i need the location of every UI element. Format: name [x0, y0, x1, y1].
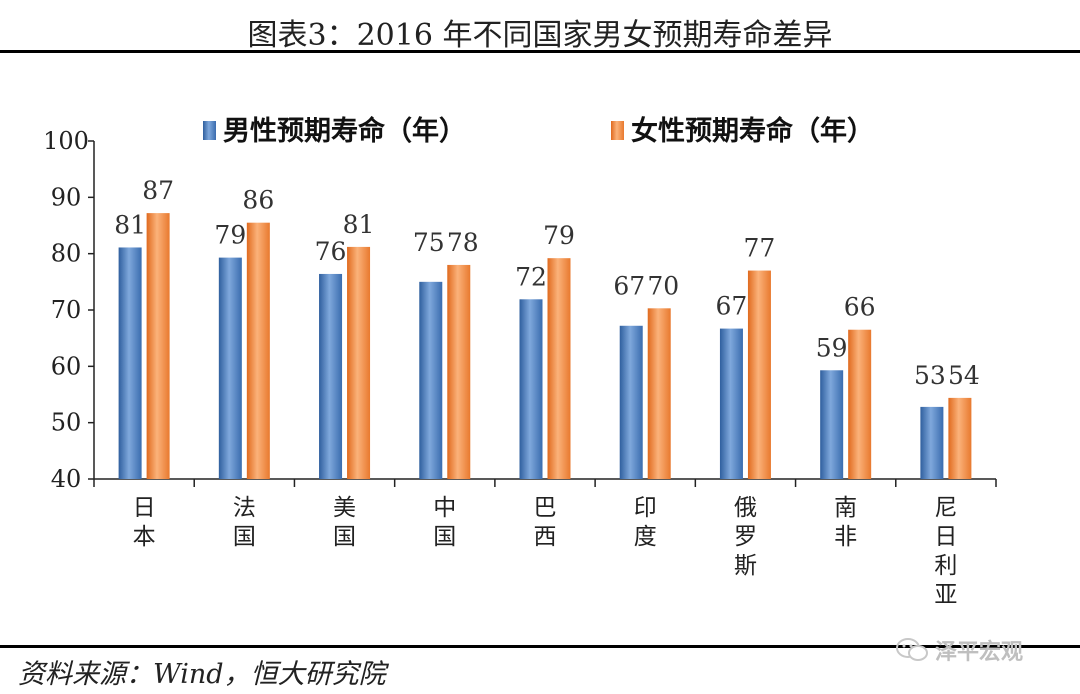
y-tick-label: 80	[51, 240, 82, 268]
watermark: 泽平宏观	[895, 634, 1023, 666]
data-label-male: 79	[214, 221, 246, 250]
bottom-rule	[0, 645, 1080, 648]
data-label-male: 67	[716, 292, 748, 321]
data-label-female: 87	[142, 176, 174, 205]
x-category-label: 俄罗斯	[734, 495, 757, 579]
legend-male-swatch	[203, 121, 216, 140]
x-category-label: 日本	[133, 495, 156, 550]
bar-male	[419, 281, 443, 479]
bar-female	[146, 213, 170, 479]
bar-female	[547, 258, 571, 479]
data-label-female: 66	[844, 293, 876, 322]
data-label-female: 54	[948, 361, 980, 390]
y-tick-label: 70	[51, 296, 82, 324]
data-label-female: 77	[744, 234, 776, 263]
bar-male	[719, 328, 743, 479]
y-tick-label: 100	[43, 127, 89, 155]
legend-male-label: 男性预期寿命（年）	[223, 115, 466, 147]
legend-female-label: 女性预期寿命（年）	[631, 115, 874, 147]
bar-male	[820, 370, 844, 479]
x-category-label: 法国	[233, 495, 256, 550]
bar-female	[948, 397, 972, 479]
y-tick-label: 40	[51, 465, 82, 493]
bar-female	[447, 264, 471, 479]
data-label-male: 53	[914, 361, 946, 390]
bar-female	[747, 270, 771, 479]
top-rule	[0, 50, 1080, 53]
bars	[118, 213, 972, 479]
y-tick-label: 60	[51, 352, 82, 380]
data-label-female: 86	[242, 186, 274, 215]
data-label-female: 78	[447, 228, 479, 257]
x-category-label: 印度	[634, 495, 657, 550]
data-label-male: 67	[613, 271, 645, 300]
bar-male	[519, 299, 543, 479]
y-tick-label: 50	[51, 409, 82, 437]
bar-male	[319, 273, 343, 479]
source-note: 资料来源：Wind，恒大研究院	[18, 659, 386, 690]
data-label-male: 81	[114, 210, 146, 239]
y-tick-label: 90	[51, 183, 82, 211]
x-category-label: 中国	[433, 495, 456, 550]
bar-female	[347, 246, 371, 479]
bar-female	[246, 222, 270, 479]
data-label-female: 79	[543, 221, 575, 250]
bar-male	[218, 257, 242, 479]
data-label-male: 76	[315, 237, 347, 266]
bar-male	[920, 406, 944, 479]
legend: 男性预期寿命（年） 女性预期寿命（年）	[203, 115, 874, 147]
data-label-female: 81	[343, 210, 375, 239]
x-category-label: 南非	[834, 495, 857, 550]
data-label-male: 72	[515, 262, 547, 291]
x-category-label: 美国	[333, 495, 356, 550]
axes: 40 50 60 70 80 90 100 日本 法国 美国 中国 巴西 印度 俄罗斯 南非 尼日利亚	[43, 127, 997, 608]
data-label-male: 75	[413, 228, 445, 257]
data-label-male: 59	[816, 333, 848, 362]
x-category-label: 尼日利亚	[934, 495, 957, 608]
bar-female	[848, 329, 872, 479]
wechat-icon	[896, 638, 928, 661]
bar-male	[118, 247, 142, 479]
legend-female-swatch	[611, 121, 624, 140]
x-category-label: 巴西	[534, 495, 557, 550]
bar-male	[619, 325, 643, 479]
data-label-female: 70	[647, 271, 679, 300]
watermark-text: 泽平宏观	[935, 640, 1024, 665]
chart-title: 图表3：2016 年不同国家男女预期寿命差异	[247, 18, 833, 53]
bar-female	[647, 308, 671, 479]
